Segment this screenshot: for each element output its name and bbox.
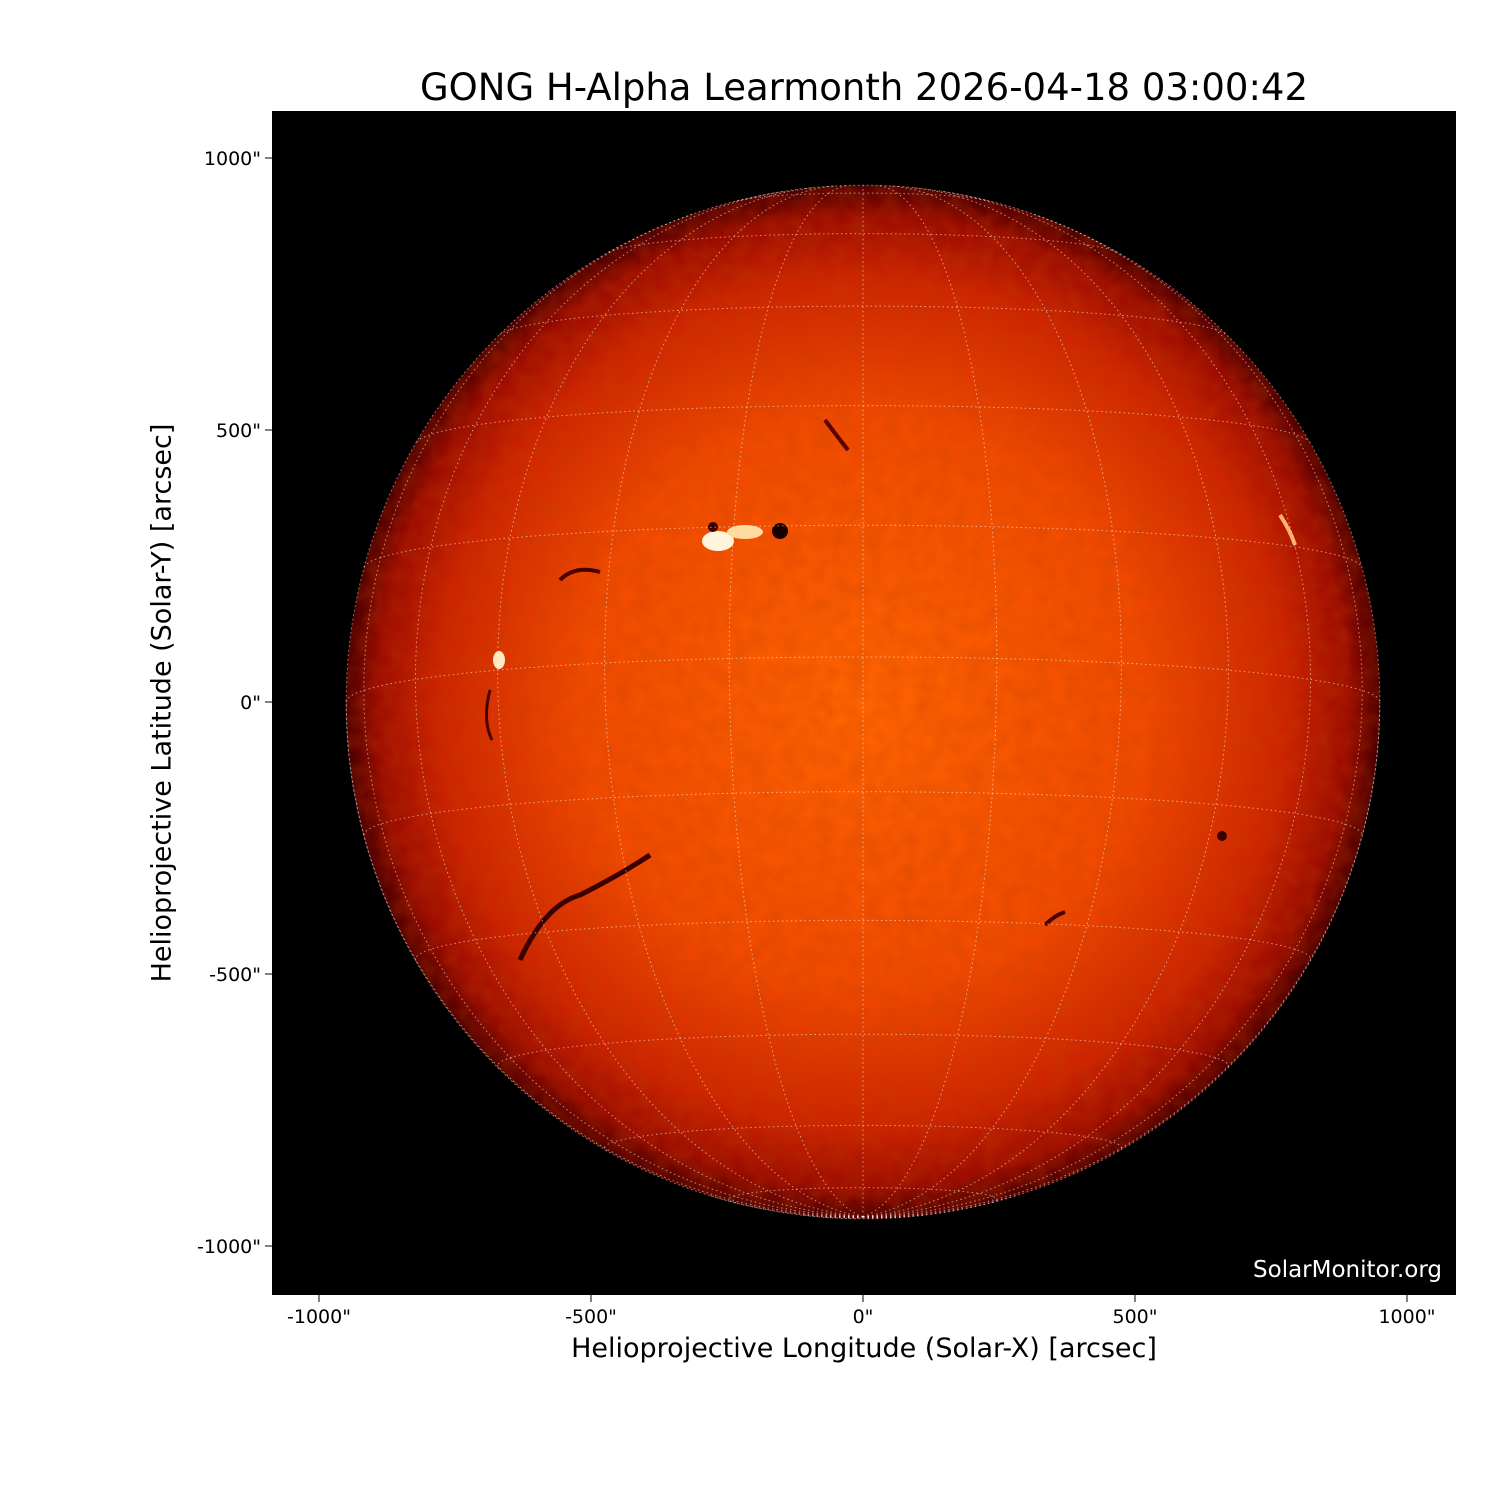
y-tick-label: -500": [209, 964, 261, 986]
longitude-line: [728, 184, 864, 1218]
latitude-line: [728, 1187, 998, 1204]
y-tick-label: -1000": [197, 1236, 261, 1258]
x-tick-label: 1000": [1378, 1306, 1435, 1328]
latitude-line: [497, 1033, 1229, 1069]
filament: [558, 567, 601, 582]
plage-region: [493, 651, 505, 669]
chromosphere-texture: [346, 185, 1380, 1219]
y-tick-label: 1000": [204, 148, 261, 170]
longitude-line: [862, 185, 1122, 1218]
sunspot: [708, 522, 718, 532]
sunspot: [1217, 831, 1227, 841]
solar-features: [485, 418, 1297, 962]
longitude-line: [363, 213, 864, 1218]
latitude-line: [363, 791, 1363, 836]
heliographic-grid: [345, 184, 1381, 1220]
limb-line: [345, 184, 1381, 1220]
plage-region: [1278, 513, 1297, 546]
sunspot: [772, 523, 788, 539]
latitude-line: [414, 919, 1312, 961]
filament: [1043, 910, 1066, 927]
x-tick-label: 500": [1112, 1306, 1157, 1328]
watermark: SolarMonitor.org: [1253, 1257, 1442, 1283]
longitude-line: [862, 213, 1363, 1218]
longitude-line: [862, 1216, 873, 1220]
filament: [823, 418, 850, 452]
longitude-line: [862, 701, 1381, 1218]
y-tick-label: 500": [216, 420, 261, 442]
longitude-line: [345, 701, 864, 1218]
plage-region: [702, 531, 734, 551]
longitude-line: [862, 1216, 882, 1219]
axis-ticks: -1000" -500" 0" 500" 1000" 1000" 500" 0" -500" -1…: [197, 148, 1436, 1328]
x-axis-label: Helioprojective Longitude (Solar-X) [arc…: [571, 1333, 1157, 1364]
y-tick-label: 0": [240, 692, 261, 714]
longitude-line: [853, 1216, 864, 1220]
filament: [485, 689, 494, 741]
latitude-line: [737, 192, 989, 202]
longitude-line: [862, 184, 998, 1218]
latitude-line: [363, 524, 1363, 568]
x-tick-label: -500": [565, 1306, 617, 1328]
plage-region: [727, 525, 763, 539]
longitude-line: [497, 187, 864, 1218]
latitude-line: [345, 656, 1381, 703]
longitude-line: [862, 187, 1229, 1218]
plot-title: GONG H-Alpha Learmonth 2026-04-18 03:00:…: [420, 66, 1308, 109]
longitude-line: [844, 1216, 864, 1219]
x-tick-label: -1000": [287, 1306, 351, 1328]
longitude-line: [604, 185, 864, 1218]
x-tick-label: 0": [853, 1306, 874, 1328]
